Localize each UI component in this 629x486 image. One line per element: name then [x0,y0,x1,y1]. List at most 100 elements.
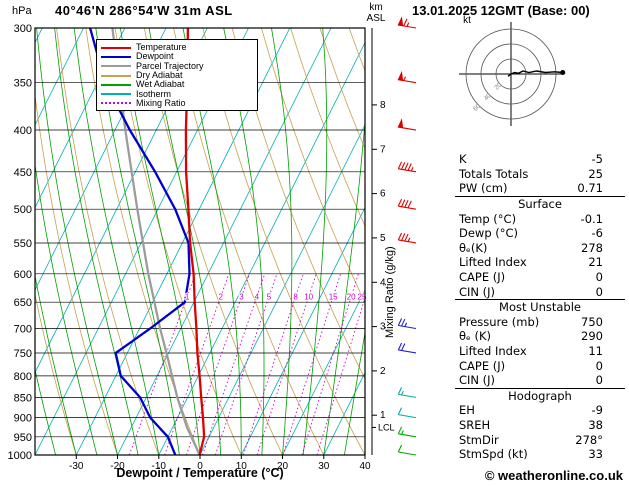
hodograph-trace [507,70,563,77]
stats-row: StmSpd (kt) 33 [455,447,625,462]
legend: Temperature Dewpoint Parcel Trajectory Dry … [96,39,258,112]
pressure-tick-label: 850 [14,392,32,404]
isotherm-line-swatch [101,93,131,96]
stats-row: Lifted Index 21 [455,255,625,270]
dry_adiabat-line-swatch [101,74,131,77]
wind-barbs [397,16,417,456]
stats-row-label: Lifted Index [459,344,527,359]
hodograph-unit-label: kt [463,15,471,26]
pressure-tick-label: 950 [14,432,32,444]
stats-row: PW (cm) 0.71 [455,181,625,196]
legend-item-label: Mixing Ratio [136,97,186,108]
stats-row-label: StmDir [459,432,499,447]
stats-row: CAPE (J) 0 [455,358,625,373]
station-title: 40°46'N 286°54'W 31m ASL [55,3,233,18]
mixing-ratio-value: 3 [239,293,244,302]
wind-barb [397,444,417,456]
stats-row-label: Pressure (mb) [459,314,540,329]
mixing-ratio-value: 25 [358,293,367,302]
hodograph-ring [495,58,527,90]
stats-row-label: Dewp (°C) [459,226,519,241]
stats-row-value: 0 [595,358,603,373]
pressure-tick-label: 650 [14,297,32,309]
hodograph-ring-label: 60 [472,102,482,112]
pressure-tick-label: 350 [14,78,32,90]
temperature-curve [184,28,206,455]
legend-item-label: Dry Adiabat [136,70,183,81]
temperature-tick-label: 0 [197,461,203,472]
stats-row-label: CIN (J) [459,373,496,388]
wind-barb [397,70,417,84]
km-tick-label: 4 [380,277,386,288]
stats-row-label: Totals Totals [459,166,529,181]
legend-item: Dewpoint [101,52,253,61]
pressure-tick-label: 400 [14,125,32,137]
stats-row: Temp (°C) -0.1 [455,211,625,226]
stats-row: Lifted Index 11 [455,344,625,359]
temperature-tick-label: 20 [277,461,289,472]
plot-area [35,28,365,455]
stats-row: StmDir 278° [455,432,625,447]
stats-row-value: -0.1 [580,211,603,226]
pressure-tick-label: 500 [14,204,32,216]
stats-row-value: 750 [581,314,603,329]
wind-barb [397,407,417,419]
mixing-ratio-value: 4 [255,293,260,302]
legend-item: Wet Adiabat [101,80,253,89]
dewpoint-line-swatch [101,55,131,58]
temperature-tick-label: -10 [152,461,167,472]
parcel-trajectory-curve [111,28,201,455]
stats-row: CAPE (J) 0 [455,270,625,285]
temperature-axis-ticks: -30 -20 -10 0 10 20 30 40 [69,455,371,472]
stats-row: EH -9 [455,403,625,418]
stats-row: CIN (J) 0 [455,373,625,388]
stats-row-value: 11 [588,344,603,359]
stats-row-value: 33 [588,447,603,462]
mixing-ratio-axis-label: Mixing Ratio (g/kg) [384,246,396,338]
legend-item-label: Temperature [136,42,187,53]
temperature-tick-label: 10 [236,461,248,472]
km-axis: 1 2 3 4 5 6 7 8 LCL [371,28,395,455]
mixing-ratio-value: 2 [218,293,223,302]
km-tick-label: 6 [380,189,386,200]
stats-row-label: CIN (J) [459,284,496,299]
stats-row-value: -5 [591,152,603,167]
wind-barb [397,161,417,173]
stats-section-header: Surface [455,195,625,212]
stats-row-label: CAPE (J) [459,270,506,285]
stats-row: SREH 38 [455,418,625,433]
wind-barb [397,16,417,29]
temperature-tick-label: -20 [110,461,125,472]
lcl-marker: LCL [378,422,395,432]
mixing-ratio-value: 8 [293,293,298,302]
hodograph-ring [465,28,557,120]
stats-row-label: Temp (°C) [459,211,517,226]
mixing-ratio-value: 20 [347,293,356,302]
stats-row-value: 278 [581,240,603,255]
pressure-tick-label: 700 [14,324,32,336]
stats-row-value: 278° [575,432,603,447]
pressure-tick-label: 750 [14,348,32,360]
pressure-axis-unit: hPa [12,5,32,17]
stats-section-title: Hodograph [508,388,572,403]
stats-section-title: Surface [518,197,562,212]
legend-item: Parcel Trajectory [101,61,253,71]
mixing-ratio-value-labels: 1 2 3 4 5 8 10 15 20 25 [184,292,368,303]
datetime-title: 13.01.2025 12GMT (Base: 00) [412,3,590,18]
stats-section-header: Hodograph [455,387,625,404]
mixing_ratio-line-swatch [101,102,131,105]
wind-barb [397,342,417,354]
km-tick-label: 3 [380,322,386,333]
stats-row-label: Lifted Index [459,255,527,270]
km-asl-axis-title: km ASL [362,2,390,24]
pressure-axis-labels: 300 350 400 450 500 550 600 650 700 750 800 850 900 9… [8,23,32,462]
pressure-tick-label: 600 [14,269,32,281]
stats-row: Dewp (°C) -6 [455,226,625,241]
hodograph-storm-motion-dot [560,70,566,75]
legend-item-label: Dewpoint [136,51,174,62]
stats-row-label: θₑ (K) [459,329,492,344]
wind-barb [397,232,417,244]
